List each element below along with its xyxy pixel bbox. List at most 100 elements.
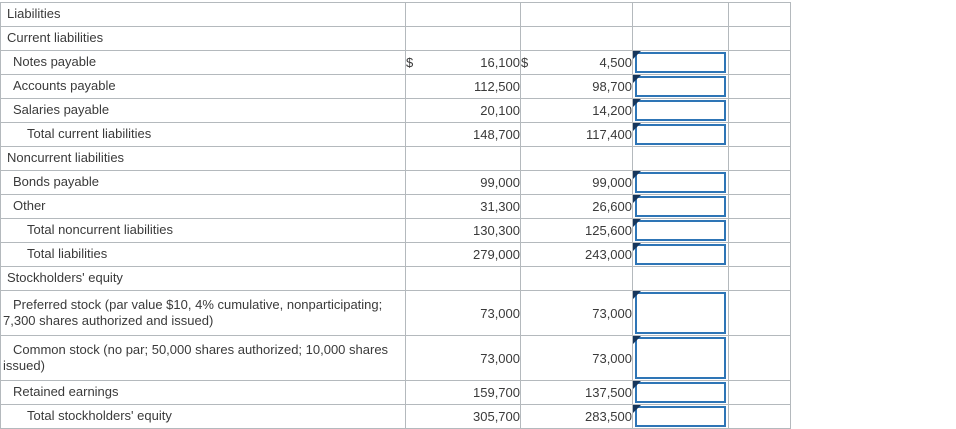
row-label-cell: Noncurrent liabilities bbox=[0, 146, 406, 171]
row-label: Other bbox=[13, 198, 46, 214]
cell-marker-icon bbox=[633, 243, 641, 251]
unit-cell bbox=[728, 170, 791, 195]
answer-cell bbox=[632, 170, 729, 195]
cell-marker-icon bbox=[633, 99, 641, 107]
answer-input[interactable] bbox=[635, 76, 726, 97]
amount-value: 148,700 bbox=[473, 127, 520, 142]
amount-col2-cell: 14,200 bbox=[520, 98, 633, 123]
unit-cell bbox=[728, 98, 791, 123]
dollar-sign: $ bbox=[406, 55, 414, 70]
cell-marker-icon bbox=[633, 381, 641, 389]
table-body: Liabilities Current liabilities Notes paya… bbox=[0, 2, 791, 429]
amount-value: 73,000 bbox=[480, 350, 520, 366]
answer-cell bbox=[632, 122, 729, 147]
amount-value: 4,500 bbox=[599, 55, 632, 70]
amount-value: 305,700 bbox=[473, 409, 520, 424]
table-row: Current liabilities bbox=[0, 26, 791, 51]
amount-col2-cell: 98,700 bbox=[520, 74, 633, 99]
amount-col2-cell: 73,000 bbox=[520, 290, 633, 336]
amount-value: 73,000 bbox=[592, 305, 632, 321]
table-row: Total liabilities 279,000 243,000 bbox=[0, 242, 791, 267]
table-row: Common stock (no par; 50,000 shares auth… bbox=[0, 335, 791, 381]
cell-marker-icon bbox=[633, 75, 641, 83]
answer-cell bbox=[632, 50, 729, 75]
amount-col1-cell: 73,000 bbox=[405, 290, 521, 336]
amount-col1-cell: 112,500 bbox=[405, 74, 521, 99]
balance-sheet-table: Liabilities Current liabilities Notes paya… bbox=[0, 2, 791, 429]
amount-value: 130,300 bbox=[473, 223, 520, 238]
cell-marker-icon bbox=[633, 336, 641, 344]
answer-input[interactable] bbox=[635, 406, 726, 427]
answer-input[interactable] bbox=[635, 292, 726, 334]
row-label-cell: Stockholders' equity bbox=[0, 266, 406, 291]
unit-cell bbox=[728, 266, 791, 291]
dollar-sign: $ bbox=[521, 55, 529, 70]
table-row: Bonds payable 99,000 99,000 bbox=[0, 170, 791, 195]
row-label-cell: Preferred stock (par value $10, 4% cumul… bbox=[0, 290, 406, 336]
amount-col1-cell: 130,300 bbox=[405, 218, 521, 243]
amount-col2-cell: $4,500 bbox=[520, 50, 633, 75]
answer-cell bbox=[632, 290, 729, 336]
amount-value: 26,600 bbox=[592, 199, 632, 214]
answer-input[interactable] bbox=[635, 382, 726, 403]
answer-input[interactable] bbox=[635, 337, 726, 379]
amount-col2-cell bbox=[520, 2, 633, 27]
row-label: Liabilities bbox=[7, 6, 61, 22]
amount-value: 117,400 bbox=[585, 127, 632, 142]
amount-value: 125,600 bbox=[585, 223, 632, 238]
row-label: Total stockholders' equity bbox=[27, 408, 172, 424]
row-label: Total noncurrent liabilities bbox=[27, 222, 173, 238]
amount-col1-cell: 99,000 bbox=[405, 170, 521, 195]
row-label-cell: Total liabilities bbox=[0, 242, 406, 267]
row-label-cell: Retained earnings bbox=[0, 380, 406, 405]
answer-input[interactable] bbox=[635, 172, 726, 193]
answer-input[interactable] bbox=[635, 100, 726, 121]
amount-col2-cell: 243,000 bbox=[520, 242, 633, 267]
amount-col1-cell bbox=[405, 2, 521, 27]
amount-col2-cell: 283,500 bbox=[520, 404, 633, 429]
amount-col1-cell: 159,700 bbox=[405, 380, 521, 405]
row-label-cell: Total stockholders' equity bbox=[0, 404, 406, 429]
amount-col2-cell: 117,400 bbox=[520, 122, 633, 147]
amount-col2-cell bbox=[520, 266, 633, 291]
row-label: Retained earnings bbox=[13, 384, 119, 400]
unit-cell bbox=[728, 404, 791, 429]
table-row: Total current liabilities 148,700 117,400 bbox=[0, 122, 791, 147]
answer-input[interactable] bbox=[635, 196, 726, 217]
amount-value: 99,000 bbox=[592, 175, 632, 190]
answer-input[interactable] bbox=[635, 124, 726, 145]
amount-value: 99,000 bbox=[480, 175, 520, 190]
table-row: Notes payable $16,100 $4,500 bbox=[0, 50, 791, 75]
answer-cell bbox=[632, 26, 729, 51]
row-label-cell: Total noncurrent liabilities bbox=[0, 218, 406, 243]
unit-cell bbox=[728, 2, 791, 27]
answer-cell bbox=[632, 146, 729, 171]
row-label: Stockholders' equity bbox=[7, 270, 123, 286]
unit-cell bbox=[728, 26, 791, 51]
answer-cell bbox=[632, 74, 729, 99]
unit-cell bbox=[728, 335, 791, 381]
unit-cell bbox=[728, 74, 791, 99]
answer-input[interactable] bbox=[635, 52, 726, 73]
row-label: Salaries payable bbox=[13, 102, 110, 118]
amount-value: 16,100 bbox=[480, 55, 520, 70]
unit-cell bbox=[728, 50, 791, 75]
amount-value: 31,300 bbox=[480, 199, 520, 214]
amount-value: 243,000 bbox=[585, 247, 632, 262]
unit-cell bbox=[728, 146, 791, 171]
table-row: Preferred stock (par value $10, 4% cumul… bbox=[0, 290, 791, 336]
answer-input[interactable] bbox=[635, 220, 726, 241]
amount-col1-cell bbox=[405, 26, 521, 51]
unit-cell bbox=[728, 194, 791, 219]
table-row: Retained earnings 159,700 137,500 bbox=[0, 380, 791, 405]
cell-marker-icon bbox=[633, 171, 641, 179]
amount-col2-cell: 99,000 bbox=[520, 170, 633, 195]
amount-col2-cell bbox=[520, 26, 633, 51]
answer-input[interactable] bbox=[635, 244, 726, 265]
amount-col2-cell: 137,500 bbox=[520, 380, 633, 405]
row-label: Notes payable bbox=[13, 54, 97, 70]
row-label: Noncurrent liabilities bbox=[7, 150, 125, 166]
amount-col1-cell: 279,000 bbox=[405, 242, 521, 267]
unit-cell bbox=[728, 290, 791, 336]
amount-value: 73,000 bbox=[480, 305, 520, 321]
